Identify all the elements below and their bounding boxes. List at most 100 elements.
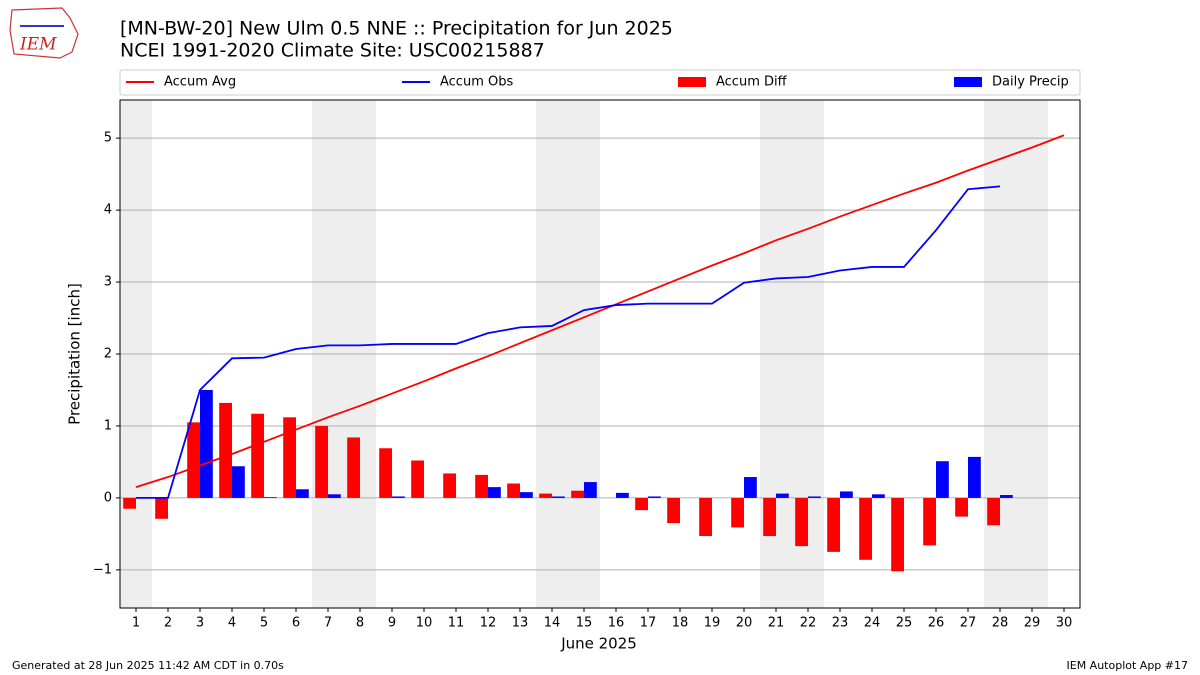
x-tick-label: 26 (928, 616, 945, 631)
x-tick-label: 5 (260, 616, 268, 631)
bar (1000, 495, 1013, 498)
x-tick-label: 13 (512, 616, 529, 631)
bar (328, 494, 341, 498)
bar (808, 496, 821, 498)
bar (635, 497, 648, 511)
bar (264, 497, 277, 498)
chart-subtitle: NCEI 1991-2020 Climate Site: USC00215887 (120, 40, 545, 62)
line (136, 185, 1001, 499)
legend-label: Accum Obs (440, 75, 513, 90)
bar (347, 437, 360, 498)
chart-title: [MN-BW-20] New Ulm 0.5 NNE :: Precipitat… (120, 18, 673, 40)
bar (987, 497, 1000, 526)
legend-label: Accum Avg (164, 75, 236, 90)
bar (552, 496, 565, 498)
x-tick-label: 17 (640, 616, 657, 631)
bar (200, 389, 213, 498)
x-tick-label: 3 (196, 616, 204, 631)
x-tick-label: 24 (864, 616, 881, 631)
bar (232, 466, 245, 498)
plot-frame (119, 99, 1081, 609)
legend-box (119, 69, 1081, 96)
bar (379, 448, 392, 498)
bar (667, 497, 680, 524)
legend-label: Daily Precip (992, 75, 1069, 90)
footer-left: Generated at 28 Jun 2025 11:42 AM CDT in… (12, 659, 284, 672)
x-axis-label: June 2025 (560, 635, 637, 653)
bar (123, 497, 136, 509)
x-tick-label: 8 (356, 616, 364, 631)
y-tick-label: 5 (104, 131, 112, 146)
x-tick-label: 11 (448, 616, 465, 631)
bar (859, 497, 872, 560)
y-tick-label: 2 (104, 347, 112, 362)
bar (840, 491, 853, 498)
x-tick-label: 6 (292, 616, 300, 631)
x-tick-label: 23 (832, 616, 849, 631)
bar (763, 497, 776, 537)
bar (571, 490, 584, 498)
y-tick-label: −1 (93, 562, 112, 577)
x-tick-label: 12 (480, 616, 497, 631)
bar (827, 497, 840, 552)
bar (187, 422, 200, 498)
bar (776, 493, 789, 498)
bar (219, 402, 232, 498)
x-tick-label: 7 (324, 616, 332, 631)
x-tick-label: 29 (1024, 616, 1041, 631)
x-tick-label: 15 (576, 616, 593, 631)
y-tick-label: 0 (104, 490, 112, 505)
bar (251, 413, 264, 498)
bar (955, 497, 968, 517)
bar (520, 492, 533, 498)
legend-label: Accum Diff (716, 75, 788, 90)
bar (891, 497, 904, 572)
bar (731, 497, 744, 528)
bar (616, 492, 629, 498)
x-tick-label: 2 (164, 616, 172, 631)
bar (872, 494, 885, 498)
x-tick-label: 19 (704, 616, 721, 631)
bar (155, 497, 168, 519)
x-tick-label: 1 (132, 616, 140, 631)
bar (283, 417, 296, 498)
y-tick-label: 3 (104, 275, 112, 290)
bar (488, 487, 501, 498)
x-tick-label: 14 (544, 616, 561, 631)
bar (923, 497, 936, 546)
x-tick-label: 27 (960, 616, 977, 631)
legend-swatch (954, 77, 982, 87)
line (135, 134, 1065, 488)
x-tick-label: 10 (416, 616, 433, 631)
bar (475, 474, 488, 498)
x-tick-label: 28 (992, 616, 1009, 631)
x-tick-label: 30 (1056, 616, 1073, 631)
bar (968, 456, 981, 498)
bar (315, 425, 328, 498)
x-tick-label: 20 (736, 616, 753, 631)
bar (411, 460, 424, 498)
footer-right: IEM Autoplot App #17 (1067, 659, 1189, 672)
x-tick-label: 22 (800, 616, 817, 631)
bar (584, 482, 597, 498)
y-axis-label: Precipitation [inch] (66, 283, 84, 425)
legend-swatch (678, 77, 706, 87)
x-tick-label: 9 (388, 616, 396, 631)
logo-text: IEM (19, 35, 57, 55)
bar (699, 497, 712, 537)
bar (392, 496, 405, 498)
bar (507, 483, 520, 498)
bar (795, 497, 808, 547)
x-tick-label: 25 (896, 616, 913, 631)
y-tick-label: 4 (104, 203, 112, 218)
bar (936, 461, 949, 498)
y-tick-label: 1 (104, 418, 112, 433)
logo: IEM (9, 7, 79, 59)
bar (296, 489, 309, 498)
bar (648, 496, 661, 498)
bar (744, 477, 757, 498)
x-tick-label: 4 (228, 616, 236, 631)
x-tick-label: 16 (608, 616, 625, 631)
